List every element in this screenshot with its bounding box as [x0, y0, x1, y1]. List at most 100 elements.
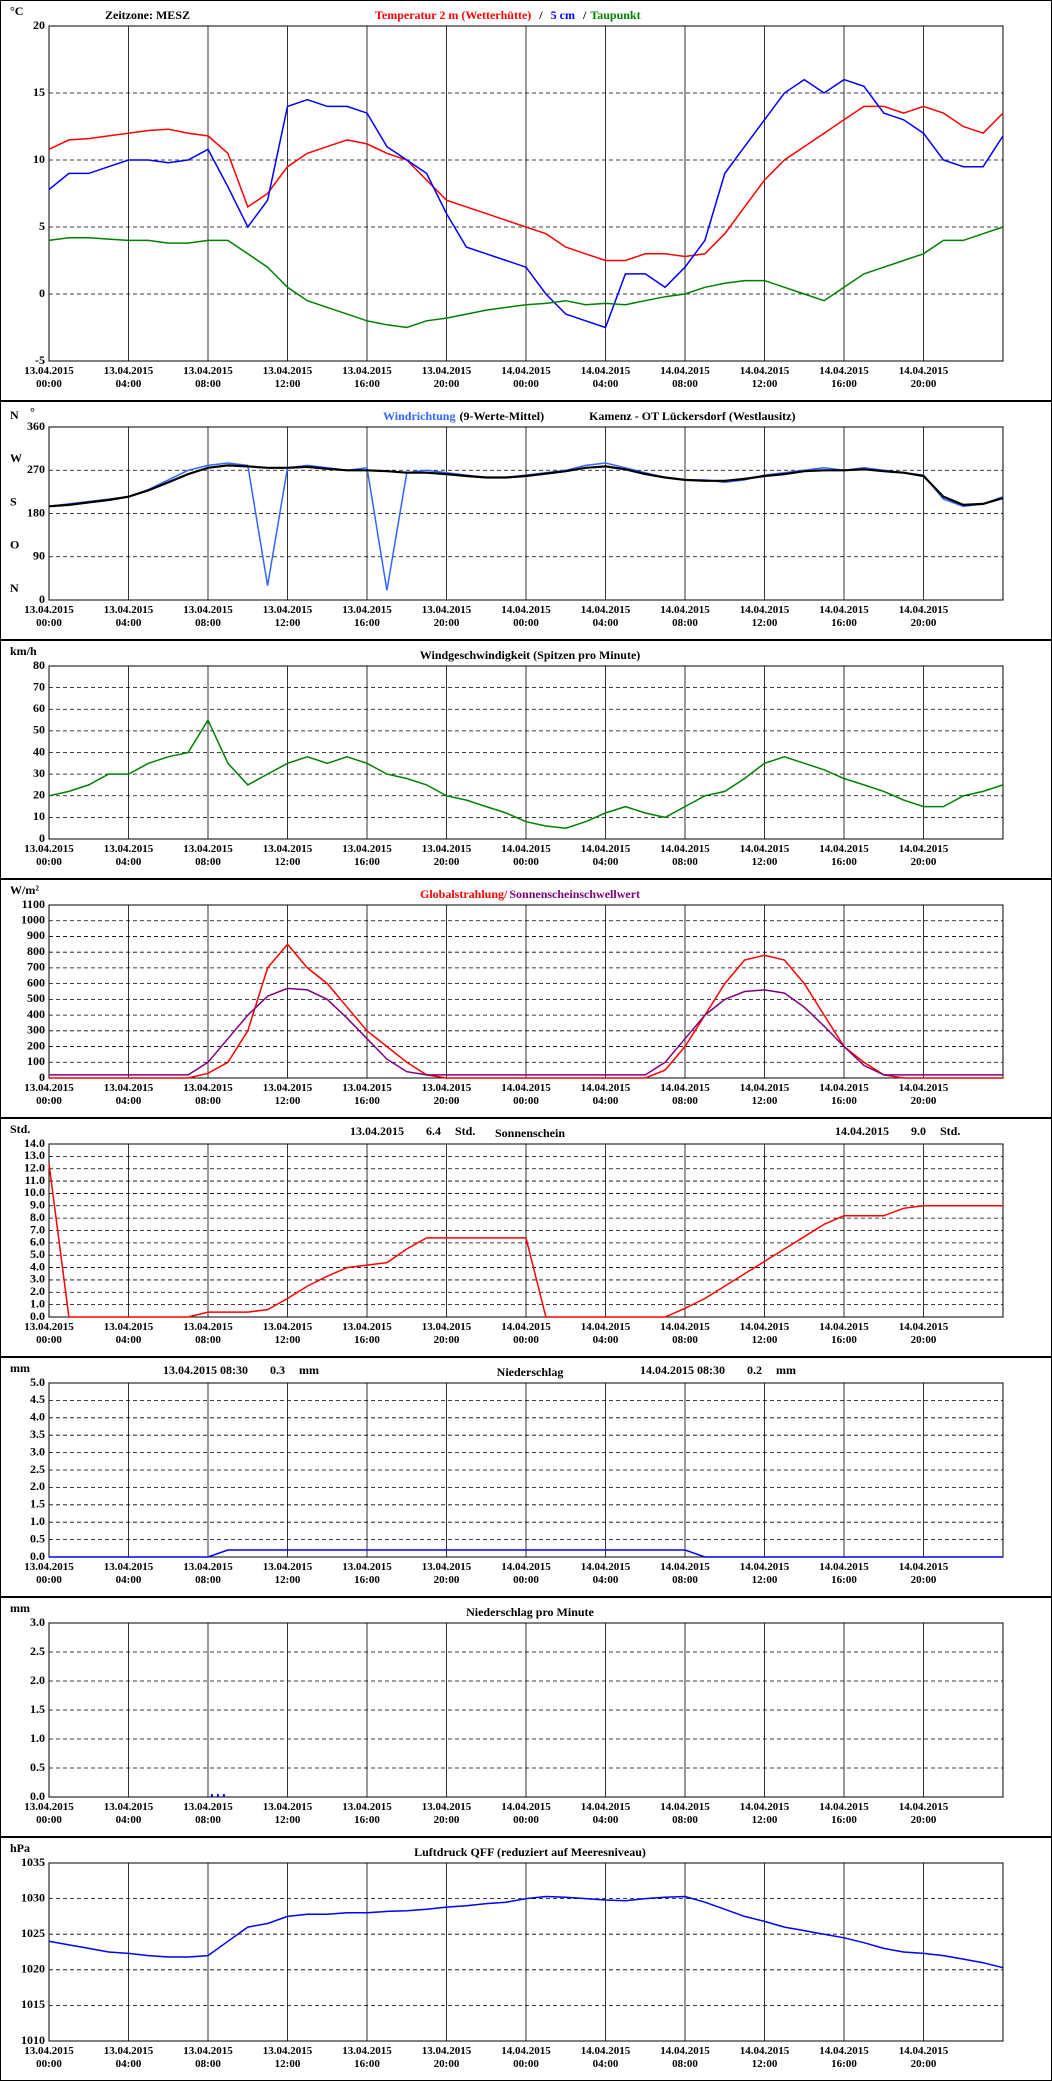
x-tick-label: 13.04.2015 20:00	[421, 1321, 472, 1346]
y-tick-label: 3.0	[30, 1272, 45, 1286]
x-tick-label: 13.04.2015 08:00	[183, 604, 233, 629]
x-tick-label: 13.04.2015 12:00	[262, 604, 313, 629]
x-tick-label: 13.04.2015 20:00	[421, 1082, 472, 1107]
chart-title: Sonnenschein	[495, 1126, 565, 1140]
x-tick-label: 14.04.2015 12:00	[739, 365, 790, 390]
y-tick-label: 1010	[21, 2033, 45, 2047]
x-tick-label: 14.04.2015 00:00	[501, 365, 551, 390]
y-tick-label: 600	[27, 975, 45, 989]
y-tick-label: 13.0	[24, 1148, 45, 1162]
x-tick-label: 14.04.2015 12:00	[739, 604, 790, 629]
header-text: 14.04.2015	[835, 1124, 889, 1138]
header-text: 14.04.2015 08:30	[640, 1363, 725, 1377]
series-line	[48, 105, 1004, 262]
x-tick-label: 14.04.2015 20:00	[898, 1321, 949, 1346]
bar	[210, 1794, 213, 1797]
x-tick-label: 14.04.2015 20:00	[898, 1082, 949, 1107]
chart-title: Niederschlag pro Minute	[466, 1605, 594, 1619]
x-tick-label: 14.04.2015 00:00	[501, 2045, 551, 2070]
y-tick-label: 40	[33, 744, 45, 758]
x-tick-label: 13.04.2015 08:00	[183, 2045, 233, 2070]
y-tick-label: 4.0	[30, 1259, 45, 1273]
y-tick-label: 50	[33, 723, 45, 737]
chart-title: Niederschlag	[497, 1365, 564, 1379]
header-text: Sonnenscheinschwellwert	[509, 887, 640, 901]
x-tick-label: 14.04.2015 16:00	[819, 2045, 869, 2070]
y-tick-label: 200	[27, 1038, 45, 1052]
y-tick-label: 2.5	[30, 1644, 45, 1658]
x-tick-label: 14.04.2015 04:00	[580, 2045, 631, 2070]
series-line	[48, 78, 1004, 329]
x-tick-label: 14.04.2015 08:00	[660, 1321, 710, 1346]
header-text: Kamenz - OT Lückersdorf (Westlausitz)	[589, 409, 795, 423]
y-tick-label: 11.0	[25, 1173, 45, 1187]
x-tick-label: 13.04.2015 04:00	[103, 1561, 154, 1586]
y-tick-label: 1100	[22, 897, 45, 911]
y-tick-label: 1025	[21, 1926, 45, 1940]
header: Globalstrahlung/Sonnenscheinschwellwert	[420, 887, 640, 901]
x-tick-label: 14.04.2015 16:00	[819, 604, 869, 629]
x-tick-label: 14.04.2015 08:00	[660, 2045, 710, 2070]
x-tick-label: 13.04.2015 20:00	[421, 1801, 472, 1826]
x-tick-label: 14.04.2015 12:00	[739, 1082, 790, 1107]
x-tick-label: 13.04.2015 08:00	[183, 1321, 233, 1346]
x-tick-label: 13.04.2015 08:00	[183, 843, 233, 868]
x-tick-label: 13.04.2015 16:00	[342, 1082, 392, 1107]
x-tick-label: 13.04.2015 12:00	[262, 843, 313, 868]
chart-title: Luftdruck QFF (reduziert auf Meeresnivea…	[414, 1845, 646, 1859]
x-tick-label: 13.04.2015 04:00	[103, 1082, 154, 1107]
x-tick-label: 13.04.2015 04:00	[103, 1321, 154, 1346]
y-tick-label: 0	[39, 592, 45, 606]
y-tick-label: 0.5	[30, 1531, 45, 1545]
x-tick-label: 13.04.2015 16:00	[342, 1321, 392, 1346]
y-tick-label: 4.0	[30, 1410, 45, 1424]
x-tick-label: 14.04.2015 00:00	[501, 1561, 551, 1586]
y-tick-label: 900	[27, 928, 45, 942]
y-tick-label: 2.0	[30, 1673, 45, 1687]
x-tick-label: 14.04.2015 20:00	[898, 2045, 949, 2070]
y-tick-label: 1000	[21, 912, 45, 926]
axis-unit: mm	[10, 1361, 30, 1375]
x-tick-label: 13.04.2015 00:00	[24, 2045, 74, 2070]
x-tick-label: 14.04.2015 12:00	[739, 2045, 790, 2070]
x-tick-label: 14.04.2015 20:00	[898, 1801, 949, 1826]
y-tick-label: 14.0	[24, 1136, 45, 1150]
y-tick-label: 2.5	[30, 1462, 45, 1476]
axis-unit: °C	[10, 4, 23, 18]
chart-title: Windgeschwindigkeit (Spitzen pro Minute)	[420, 648, 641, 662]
y-tick-label: 1.0	[30, 1296, 45, 1310]
x-tick-label: 14.04.2015 00:00	[501, 604, 551, 629]
bar	[222, 1794, 225, 1797]
x-tick-label: 13.04.2015 16:00	[342, 1561, 392, 1586]
x-tick-label: 14.04.2015 20:00	[898, 843, 949, 868]
x-tick-label: 13.04.2015 20:00	[421, 365, 472, 390]
header-text: 13.04.2015 08:30	[163, 1363, 248, 1377]
y-tick-label: 10	[33, 809, 45, 823]
x-tick-label: 13.04.2015 00:00	[24, 1561, 74, 1586]
header-text: Std.	[455, 1124, 475, 1138]
y-tick-label: 10.0	[24, 1185, 45, 1199]
header-text: Std.	[940, 1124, 960, 1138]
axis-unit: °	[30, 405, 35, 419]
y-tick-label: 300	[27, 1023, 45, 1037]
y-tick-label: 2.0	[30, 1284, 45, 1298]
y-tick-label: 7.0	[30, 1222, 45, 1236]
header-text: Temperatur 2 m (Wetterhütte)	[375, 8, 531, 22]
header: Windrichtung (9-Werte-Mittel) Kamenz - OT …	[383, 409, 796, 423]
y-tick-label: 0	[39, 831, 45, 845]
header: 14.04.2015 08:30 0.2 mm	[640, 1363, 796, 1377]
y-tick-label: 8.0	[30, 1210, 45, 1224]
y-tick-label: 70	[33, 679, 45, 693]
y-tick-label: -5	[35, 353, 45, 367]
x-tick-label: 14.04.2015 16:00	[819, 843, 869, 868]
y-tick-label: 80	[33, 658, 45, 672]
header-text: 9.0	[911, 1124, 926, 1138]
x-tick-label: 13.04.2015 00:00	[24, 843, 74, 868]
x-tick-label: 13.04.2015 12:00	[262, 2045, 313, 2070]
x-tick-label: 13.04.2015 12:00	[262, 1321, 313, 1346]
y-tick-label: 0.0	[30, 1549, 45, 1563]
y-tick-label: 5.0	[30, 1375, 45, 1389]
series-line	[48, 226, 1004, 329]
x-tick-label: 13.04.2015 04:00	[103, 604, 154, 629]
